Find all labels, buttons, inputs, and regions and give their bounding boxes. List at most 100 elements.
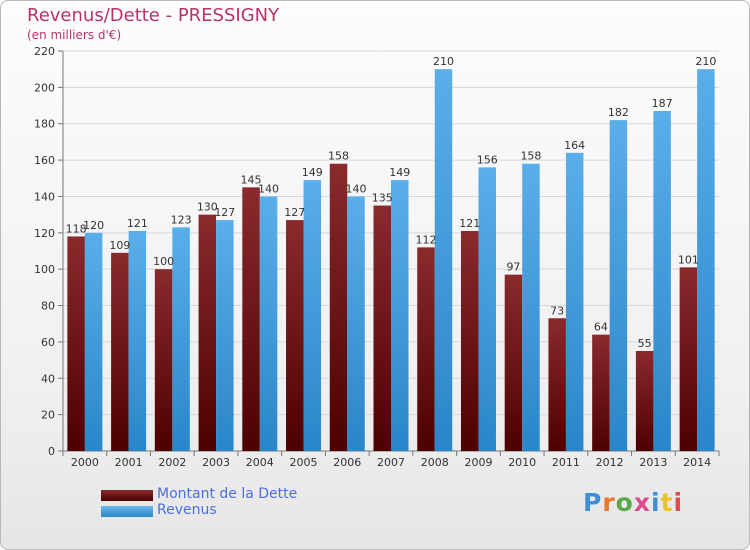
data-label: 127	[214, 206, 235, 219]
y-tick-label: 160	[34, 154, 55, 167]
data-label: 158	[328, 150, 349, 163]
data-label: 182	[608, 106, 629, 119]
data-label: 158	[520, 150, 541, 163]
bar-dette	[504, 274, 523, 451]
y-tick-label: 0	[48, 445, 55, 458]
y-tick-label: 220	[34, 45, 55, 58]
y-tick-label: 60	[41, 336, 55, 349]
bars	[67, 69, 715, 451]
data-label: 118	[66, 222, 87, 235]
bar-revenus	[697, 69, 715, 451]
data-label: 149	[389, 166, 410, 179]
chart-subtitle: (en milliers d'€)	[27, 28, 122, 42]
logo-letter: i	[673, 488, 684, 517]
bar-revenus	[347, 196, 365, 451]
data-label: 210	[695, 55, 716, 68]
data-label: 101	[678, 253, 699, 266]
data-label: 145	[241, 173, 262, 186]
bar-dette	[548, 318, 566, 451]
bar-dette	[286, 220, 304, 451]
x-tick-label: 2012	[596, 456, 624, 469]
x-tick-label: 2014	[683, 456, 711, 469]
data-label: 123	[171, 213, 192, 226]
x-tick-label: 2001	[115, 456, 143, 469]
logo-letter: o	[615, 488, 634, 517]
bar-dette	[679, 267, 698, 451]
data-label: 112	[415, 233, 436, 246]
logo-letter: i	[651, 488, 661, 517]
bar-dette	[373, 205, 391, 451]
x-tick-label: 2010	[508, 456, 536, 469]
chart-title: Revenus/Dette - PRESSIGNY	[27, 5, 280, 26]
y-tick-label: 140	[34, 190, 55, 203]
x-tick-label: 2000	[71, 456, 99, 469]
data-label: 127	[284, 206, 305, 219]
data-label: 187	[652, 97, 673, 110]
x-tick-label: 2005	[290, 456, 318, 469]
bar-dette	[329, 163, 348, 451]
bar-dette	[417, 247, 435, 451]
data-label: 140	[346, 182, 367, 195]
data-label: 64	[594, 321, 608, 334]
y-tick-label: 100	[34, 263, 55, 276]
bar-revenus	[653, 111, 671, 451]
data-label: 121	[127, 217, 148, 230]
data-label: 73	[550, 304, 564, 317]
bar-dette	[111, 252, 129, 451]
data-label: 100	[153, 255, 174, 268]
logo-letter: P	[583, 488, 603, 517]
legend-swatch-dette	[101, 490, 153, 501]
data-label: 135	[372, 192, 393, 205]
y-tick-label: 200	[34, 81, 55, 94]
bar-revenus	[391, 180, 409, 451]
bar-dette	[460, 231, 479, 451]
data-label: 130	[197, 201, 218, 214]
y-tick-label: 120	[34, 227, 55, 240]
y-tick-label: 80	[41, 300, 55, 313]
y-tick-label: 40	[41, 372, 55, 385]
x-tick-label: 2013	[639, 456, 667, 469]
y-tick-label: 20	[41, 409, 55, 422]
bar-revenus	[565, 152, 584, 451]
legend-label-dette: Montant de la Dette	[157, 486, 298, 502]
bar-revenus	[172, 227, 190, 451]
data-label: 55	[638, 337, 652, 350]
bar-revenus	[434, 69, 453, 451]
bar-dette	[242, 187, 260, 451]
x-tick-label: 2008	[421, 456, 449, 469]
x-tick-label: 2006	[333, 456, 361, 469]
bar-revenus	[478, 167, 496, 451]
legend-label-revenus: Revenus	[157, 502, 217, 518]
x-tick-label: 2011	[552, 456, 580, 469]
data-label: 149	[302, 166, 323, 179]
data-label: 164	[564, 139, 585, 152]
labels: 118 109 100 130 145 127 158 135 112 121 97 73 64 55 10…	[66, 55, 717, 350]
logo-letter: r	[602, 488, 616, 517]
x-tick-label: 2007	[377, 456, 405, 469]
data-label: 120	[83, 219, 104, 232]
bar-revenus	[522, 163, 540, 451]
data-label: 140	[258, 182, 279, 195]
proxiti-logo[interactable]: Proxiti	[583, 488, 683, 517]
bar-dette	[592, 334, 610, 451]
legend-swatch-revenus	[101, 506, 153, 517]
data-label: 156	[477, 153, 498, 166]
bar-revenus	[216, 220, 234, 451]
x-tick-label: 2002	[158, 456, 186, 469]
x-tick-label: 2003	[202, 456, 230, 469]
logo-letter: x	[633, 488, 651, 517]
x-tick-label: 2009	[464, 456, 492, 469]
data-label: 97	[506, 261, 520, 274]
bar-dette	[67, 236, 85, 451]
x-tick-label: 2004	[246, 456, 274, 469]
bar-revenus	[128, 231, 147, 451]
bar-revenus	[84, 232, 103, 451]
logo-letter: t	[660, 488, 674, 517]
bar-revenus	[609, 120, 628, 451]
y-tick-label: 180	[34, 118, 55, 131]
data-label: 121	[459, 217, 480, 230]
bar-dette	[635, 351, 654, 451]
bar-revenus	[303, 180, 322, 451]
